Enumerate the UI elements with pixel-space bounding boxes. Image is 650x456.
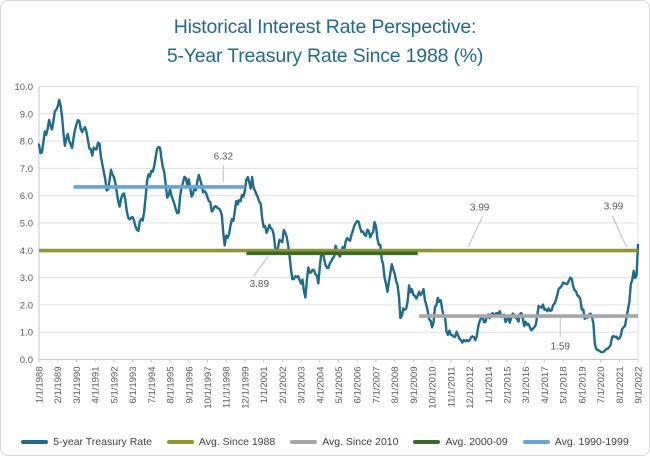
x-tick-label: 5/1/2018: [559, 367, 570, 404]
x-tick-label: 6/1/2019: [577, 367, 588, 404]
y-tick-label: 5.0: [20, 219, 33, 230]
chart-title-line-1: Historical Interest Rate Perspective:: [173, 16, 477, 38]
chart-title-line-2: 5-Year Treasury Rate Since 1988 (%): [166, 44, 484, 67]
x-tick-label: 5/1/2005: [334, 367, 345, 404]
x-tick-label: 8/1/2021: [615, 367, 626, 404]
x-tick-label: 8/1/1995: [166, 367, 177, 404]
x-tick-label: 12/1/2012: [465, 367, 476, 409]
x-tick-label: 8/1/2008: [390, 367, 401, 404]
annotation-label: 6.32: [214, 152, 234, 163]
x-tick-label: 2/1/2002: [278, 367, 289, 404]
x-tick-label: 6/1/2006: [353, 367, 364, 404]
annotation-leader-line: [253, 256, 269, 277]
y-tick-label: 7.0: [20, 164, 33, 175]
legend-label: Avg. 2000-09: [445, 436, 508, 448]
y-tick-label: 0.0: [20, 355, 33, 366]
legend-line-swatch: [413, 440, 441, 444]
y-tick-label: 4.0: [20, 246, 33, 257]
x-tick-label: 11/1/2011: [446, 367, 457, 408]
y-tick-label: 3.0: [20, 273, 33, 284]
legend-label: Avg. 1990-1999: [554, 436, 629, 448]
x-tick-label: 5/1/1992: [109, 367, 120, 404]
x-tick-label: 11/1/1998: [222, 367, 233, 409]
x-tick-label: 4/1/2004: [315, 367, 326, 404]
x-tick-label: 9/1/1996: [184, 367, 195, 404]
legend-line-swatch: [290, 440, 318, 444]
legend-item: 5-year Treasury Rate: [21, 436, 152, 448]
x-tick-label: 9/1/2009: [409, 367, 420, 404]
annotation-leader-line: [467, 215, 483, 248]
chart-legend: 5-year Treasury Rate Avg. Since 1988 Avg. …: [1, 436, 649, 448]
x-tick-label: 6/1/1993: [128, 367, 139, 404]
y-tick-label: 6.0: [20, 191, 33, 202]
legend-item: Avg. 2000-09: [413, 436, 508, 448]
x-tick-label: 7/1/1994: [147, 367, 158, 404]
annotation-label: 3.89: [250, 279, 270, 290]
legend-line-swatch: [166, 440, 194, 444]
annotation-label: 3.99: [604, 202, 624, 213]
legend-label: Avg. Since 1988: [198, 436, 276, 448]
treasury-rate-line: [37, 98, 640, 354]
x-tick-label: 10/1/2010: [428, 367, 439, 409]
legend-line-swatch: [21, 440, 49, 444]
x-tick-label: 7/1/2007: [371, 367, 382, 404]
y-tick-label: 2.0: [20, 300, 33, 311]
x-tick-label: 4/1/1991: [91, 367, 102, 404]
chart-title: Historical Interest Rate Perspective: 5-…: [1, 13, 649, 70]
annotation-leader-line: [611, 215, 627, 248]
x-tick-label: 3/1/2003: [297, 367, 308, 404]
x-tick-label: 3/1/2016: [521, 367, 532, 404]
legend-item: Avg. 1990-1999: [522, 436, 629, 448]
x-tick-label: 10/1/1997: [203, 367, 214, 409]
x-tick-label: 1/1/1988: [35, 367, 46, 404]
x-tick-label: 1/1/2001: [259, 367, 270, 404]
legend-item: Avg. Since 2010: [290, 436, 398, 448]
legend-line-swatch: [522, 440, 550, 444]
y-tick-label: 10.0: [15, 82, 34, 93]
x-tick-label: 9/1/2022: [634, 367, 645, 404]
legend-label: Avg. Since 2010: [322, 436, 399, 448]
annotation-label: 1.59: [551, 341, 571, 352]
legend-label: 5-year Treasury Rate: [53, 436, 152, 448]
x-tick-label: 2/1/2015: [502, 367, 513, 404]
x-tick-label: 12/1/1999: [240, 367, 251, 409]
legend-item: Avg. Since 1988: [166, 436, 276, 448]
x-tick-label: 1/1/2014: [484, 367, 495, 404]
x-tick-label: 2/1/1989: [53, 367, 64, 404]
y-tick-label: 1.0: [20, 328, 33, 339]
x-tick-label: 4/1/2017: [540, 367, 551, 404]
annotation-label: 3.99: [470, 203, 490, 214]
x-tick-label: 3/1/1990: [72, 367, 83, 404]
x-tick-label: 7/1/2020: [596, 367, 607, 404]
y-tick-label: 8.0: [20, 137, 33, 148]
y-tick-label: 9.0: [20, 109, 33, 120]
